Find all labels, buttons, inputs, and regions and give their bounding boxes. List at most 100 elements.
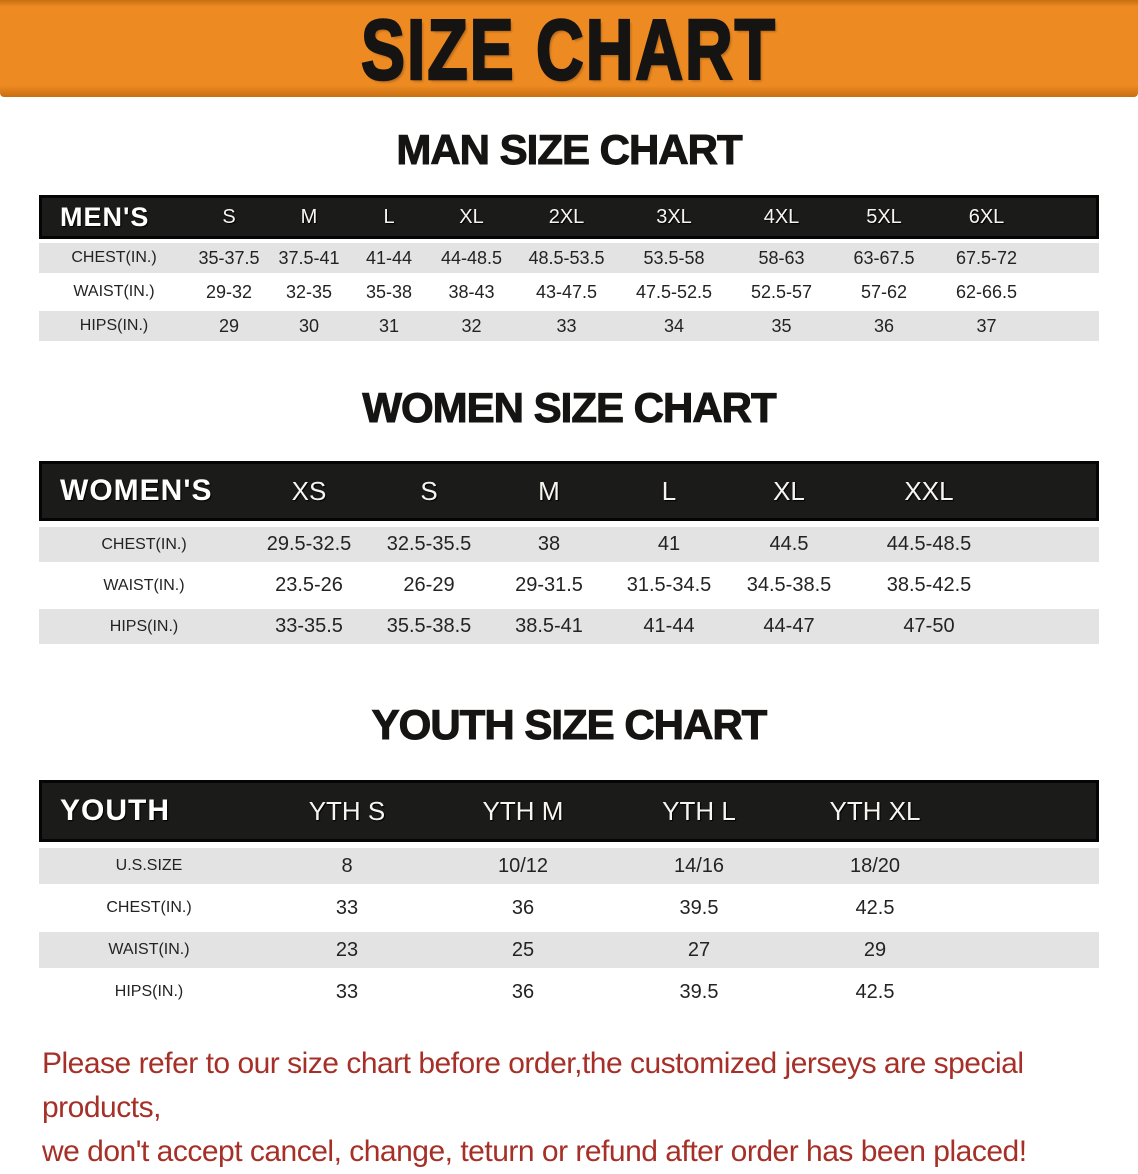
size-cell: 33	[259, 974, 435, 1010]
column-header: 3XL	[619, 195, 729, 239]
size-cell: 14/16	[611, 848, 787, 884]
row-header: WAIST(IN.)	[39, 277, 189, 307]
column-header: YTH S	[259, 780, 435, 842]
column-header: M	[269, 195, 349, 239]
group-label: YOUTH	[39, 780, 259, 842]
column-header: XL	[429, 195, 514, 239]
size-cell: 42.5	[787, 890, 963, 926]
column-header: 4XL	[729, 195, 834, 239]
size-cell: 29	[787, 932, 963, 968]
disclaimer: Please refer to our size chart before or…	[0, 1042, 1138, 1174]
group-label: WOMEN'S	[39, 461, 249, 521]
header-filler	[1039, 195, 1099, 239]
row-header: WAIST(IN.)	[39, 568, 249, 603]
row-filler	[1039, 277, 1099, 307]
size-cell: 41	[609, 527, 729, 562]
size-cell: 31	[349, 311, 429, 341]
size-cell: 62-66.5	[934, 277, 1039, 307]
row-header: HIPS(IN.)	[39, 311, 189, 341]
column-header: 2XL	[514, 195, 619, 239]
size-cell: 35-37.5	[189, 243, 269, 273]
table-row: WAIST(IN.) 23.5-26 26-29 29-31.5 31.5-34.5 34…	[39, 568, 1099, 603]
size-cell: 47.5-52.5	[619, 277, 729, 307]
size-header-row: YOUTH YTH S YTH M YTH L YTH XL	[39, 780, 1099, 842]
size-cell: 37.5-41	[269, 243, 349, 273]
size-cell: 39.5	[611, 974, 787, 1010]
row-header: HIPS(IN.)	[39, 609, 249, 644]
size-cell: 52.5-57	[729, 277, 834, 307]
size-cell: 41-44	[349, 243, 429, 273]
men-size-table: MEN'S S M L XL 2XL 3XL 4XL 5XL 6XL CHEST(IN.) 35-37…	[39, 191, 1099, 345]
column-header: 5XL	[834, 195, 934, 239]
column-header: YTH XL	[787, 780, 963, 842]
size-cell: 39.5	[611, 890, 787, 926]
size-cell: 29-31.5	[489, 568, 609, 603]
column-header: M	[489, 461, 609, 521]
header-filler	[963, 780, 1099, 842]
size-cell: 10/12	[435, 848, 611, 884]
size-cell: 27	[611, 932, 787, 968]
size-cell: 43-47.5	[514, 277, 619, 307]
column-header: L	[349, 195, 429, 239]
size-cell: 36	[435, 974, 611, 1010]
youth-size-section: YOUTH SIZE CHART YOUTH YTH S YTH M YTH L YTH…	[0, 700, 1138, 1016]
group-label: MEN'S	[39, 195, 189, 239]
row-filler	[1039, 243, 1099, 273]
table-row: HIPS(IN.) 33 36 39.5 42.5	[39, 974, 1099, 1010]
size-cell: 26-29	[369, 568, 489, 603]
size-cell: 44.5-48.5	[849, 527, 1009, 562]
banner: SIZE CHART	[0, 0, 1138, 98]
row-filler	[1009, 568, 1099, 603]
table-row: HIPS(IN.) 33-35.5 35.5-38.5 38.5-41 41-44 44-…	[39, 609, 1099, 644]
row-header: WAIST(IN.)	[39, 932, 259, 968]
column-header: YTH M	[435, 780, 611, 842]
column-header: XS	[249, 461, 369, 521]
row-filler	[1039, 311, 1099, 341]
size-cell: 44-48.5	[429, 243, 514, 273]
size-cell: 36	[435, 890, 611, 926]
size-cell: 33	[514, 311, 619, 341]
size-cell: 8	[259, 848, 435, 884]
row-filler	[963, 974, 1099, 1010]
size-cell: 33-35.5	[249, 609, 369, 644]
row-filler	[1009, 609, 1099, 644]
table-row: CHEST(IN.) 35-37.5 37.5-41 41-44 44-48.5 48.5…	[39, 243, 1099, 273]
table-row: WAIST(IN.) 23 25 27 29	[39, 932, 1099, 968]
size-cell: 23.5-26	[249, 568, 369, 603]
size-cell: 35	[729, 311, 834, 341]
size-cell: 29.5-32.5	[249, 527, 369, 562]
size-cell: 44.5	[729, 527, 849, 562]
size-cell: 32	[429, 311, 514, 341]
size-cell: 32-35	[269, 277, 349, 307]
size-cell: 29-32	[189, 277, 269, 307]
size-cell: 44-47	[729, 609, 849, 644]
size-cell: 23	[259, 932, 435, 968]
row-header: U.S.SIZE	[39, 848, 259, 884]
size-cell: 36	[834, 311, 934, 341]
size-cell: 18/20	[787, 848, 963, 884]
youth-section-heading: YOUTH SIZE CHART	[371, 701, 768, 749]
size-cell: 31.5-34.5	[609, 568, 729, 603]
banner-title: SIZE CHART	[360, 0, 777, 98]
size-cell: 35.5-38.5	[369, 609, 489, 644]
header-filler	[1009, 461, 1099, 521]
disclaimer-line-2: we don't accept cancel, change, teturn o…	[42, 1135, 1027, 1168]
row-filler	[963, 932, 1099, 968]
size-cell: 57-62	[834, 277, 934, 307]
size-cell: 53.5-58	[619, 243, 729, 273]
size-cell: 41-44	[609, 609, 729, 644]
column-header: XXL	[849, 461, 1009, 521]
row-header: CHEST(IN.)	[39, 243, 189, 273]
size-cell: 58-63	[729, 243, 834, 273]
table-row: HIPS(IN.) 29 30 31 32 33 34 35 36 37	[39, 311, 1099, 341]
size-header-row: MEN'S S M L XL 2XL 3XL 4XL 5XL 6XL	[39, 195, 1099, 239]
row-filler	[963, 848, 1099, 884]
size-cell: 48.5-53.5	[514, 243, 619, 273]
size-cell: 47-50	[849, 609, 1009, 644]
table-row: U.S.SIZE 8 10/12 14/16 18/20	[39, 848, 1099, 884]
size-cell: 34	[619, 311, 729, 341]
row-filler	[963, 890, 1099, 926]
size-cell: 42.5	[787, 974, 963, 1010]
women-size-table: WOMEN'S XS S M L XL XXL CHEST(IN.) 29.5-32.5 32.5…	[39, 455, 1099, 650]
